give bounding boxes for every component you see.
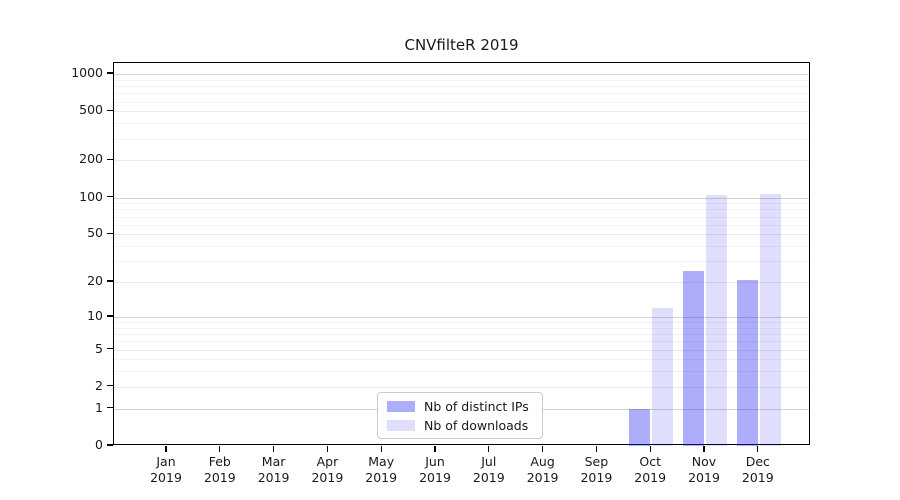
xtick-label-feb: Feb 2019 [203, 454, 236, 485]
ytick-label-500: 500 [79, 102, 103, 118]
bar-distinct-ips-oct [629, 408, 651, 446]
xtick-mark-sep [595, 446, 598, 452]
ytick-mark-2 [107, 385, 113, 387]
gridline-y-5 [114, 349, 809, 351]
gridline-y-6 [114, 341, 809, 343]
ytick-mark-200 [107, 158, 113, 161]
xtick-mark-mar [272, 446, 275, 452]
gridline-y-3 [114, 371, 809, 373]
xtick-mark-jan [165, 446, 167, 452]
gridline-y-10 [114, 316, 809, 318]
gridline-y-4 [114, 359, 809, 361]
ytick-label-1: 1 [95, 399, 103, 415]
ytick-mark-1 [107, 407, 113, 409]
gridline-y-70 [114, 216, 809, 218]
gridline-y-900 [114, 79, 809, 81]
ytick-mark-10 [107, 315, 113, 317]
gridline-y-300 [114, 138, 809, 140]
ytick-label-200: 200 [79, 151, 103, 167]
ytick-label-50: 50 [87, 225, 103, 241]
legend: Nb of distinct IPs Nb of downloads [377, 392, 543, 439]
ytick-mark-0 [107, 444, 113, 446]
xtick-label-jul: Jul 2019 [472, 454, 505, 485]
bar-downloads-oct [652, 307, 674, 446]
ytick-label-2: 2 [95, 377, 103, 393]
bar-distinct-ips-dec [736, 279, 758, 446]
xtick-mark-may [380, 446, 382, 452]
ytick-label-0: 0 [95, 437, 103, 452]
ytick-label-5: 5 [95, 340, 103, 356]
legend-item-downloads: Nb of downloads [387, 418, 533, 433]
ytick-label-10: 10 [87, 307, 103, 323]
xtick-label-aug: Aug 2019 [526, 454, 559, 485]
bar-downloads-dec [759, 194, 781, 446]
xtick-label-oct: Oct 2019 [634, 454, 667, 485]
gridline-y-50 [114, 234, 809, 236]
xtick-label-nov: Nov 2019 [688, 454, 720, 485]
xtick-label-may: May 2019 [365, 454, 398, 485]
xtick-mark-apr [326, 446, 329, 452]
gridline-y-8 [114, 327, 809, 329]
gridline-y-80 [114, 209, 809, 211]
xtick-label-apr: Apr 2019 [311, 454, 344, 485]
gridline-y-400 [114, 123, 809, 125]
ytick-label-20: 20 [87, 273, 103, 289]
xtick-label-sep: Sep 2019 [580, 454, 613, 485]
legend-swatch-downloads-icon [387, 420, 415, 431]
ytick-mark-500 [107, 109, 113, 111]
xtick-mark-jul [488, 446, 490, 452]
ytick-mark-1000 [107, 72, 113, 74]
gridline-y-100 [114, 197, 809, 199]
xtick-label-jan: Jan 2019 [150, 454, 182, 485]
gridline-y-600 [114, 101, 809, 103]
gridline-y-7 [114, 334, 809, 335]
xtick-label-jun: Jun 2019 [419, 454, 451, 485]
ytick-label-100: 100 [79, 188, 103, 204]
legend-swatch-distinct-ips-icon [387, 401, 415, 412]
xtick-mark-nov [703, 446, 705, 452]
ytick-mark-50 [107, 232, 113, 234]
legend-label-distinct-ips: Nb of distinct IPs [424, 399, 529, 414]
xtick-label-mar: Mar 2019 [257, 454, 290, 485]
gridline-y-9 [114, 322, 809, 323]
ytick-mark-5 [107, 347, 113, 350]
bar-distinct-ips-nov [683, 270, 704, 446]
xtick-mark-jun [434, 446, 436, 452]
xtick-mark-oct [649, 446, 651, 452]
gridline-y-60 [114, 224, 809, 226]
bar-downloads-nov [706, 195, 727, 446]
ytick-mark-20 [107, 280, 113, 282]
legend-item-distinct-ips: Nb of distinct IPs [387, 399, 533, 414]
gridline-y-700 [114, 93, 809, 95]
gridline-y-1000 [114, 74, 809, 75]
gridline-y-800 [114, 86, 809, 87]
gridline-y-20 [114, 282, 809, 284]
xtick-mark-feb [219, 446, 221, 452]
gridline-y-500 [114, 111, 809, 113]
gridline-y-90 [114, 203, 809, 205]
xtick-mark-aug [541, 446, 544, 452]
xtick-mark-dec [757, 446, 759, 452]
gridline-y-2 [114, 386, 809, 388]
chart-title: CNVfilteR 2019 [404, 36, 519, 54]
ytick-label-1000: 1000 [71, 65, 103, 80]
ytick-mark-100 [107, 195, 113, 198]
gridline-y-40 [114, 246, 809, 247]
legend-label-downloads: Nb of downloads [424, 418, 529, 433]
gridline-y-200 [114, 160, 809, 162]
plot-area [113, 62, 810, 446]
xtick-label-dec: Dec 2019 [741, 454, 774, 485]
gridline-y-30 [114, 261, 809, 263]
